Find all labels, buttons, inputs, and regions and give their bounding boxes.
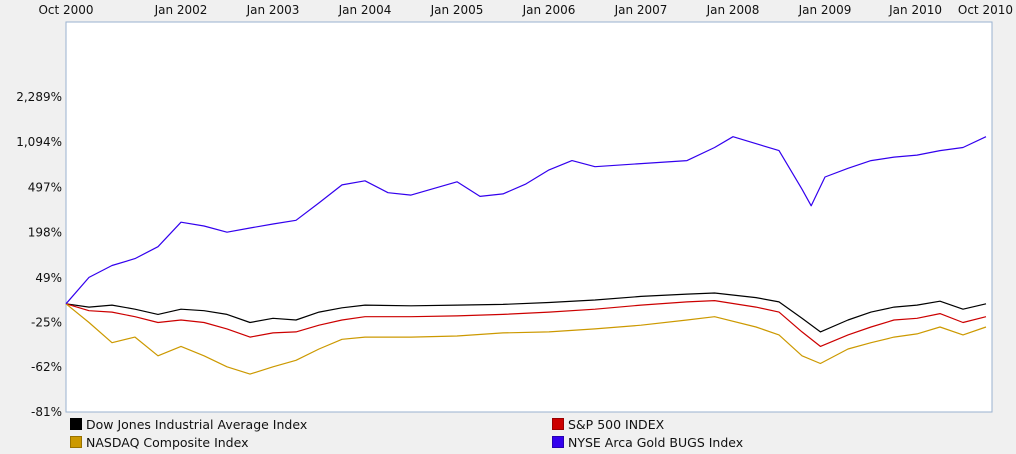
- legend-swatch-gold-bugs: [552, 436, 564, 448]
- y-tick-label: -81%: [31, 405, 62, 419]
- x-tick-label: Jan 2006: [522, 3, 576, 17]
- series-line-dow-jones: [65, 292, 987, 333]
- y-tick-label: 49%: [35, 271, 62, 285]
- x-axis: Oct 2000 Jan 2002 Jan 2003 Jan 2004 Jan 2005…: [38, 3, 1013, 17]
- y-tick-label: 2,289%: [16, 90, 62, 104]
- y-tick-label: 1,094%: [16, 135, 62, 149]
- x-tick-label: Jan 2002: [154, 3, 208, 17]
- plot-area: [65, 21, 993, 413]
- legend-label-dow: Dow Jones Industrial Average Index: [86, 416, 308, 432]
- legend-swatch-sp500: [552, 418, 564, 430]
- series-line-nasdaq: [65, 303, 987, 375]
- x-tick-label: Jan 2008: [706, 3, 760, 17]
- series-line-sp500: [65, 300, 987, 347]
- y-axis: 2,289% 1,094% 497% 198% 49% -25% -62% -81%: [16, 90, 62, 419]
- legend-item-nasdaq: NASDAQ Composite Index: [70, 434, 248, 450]
- legend-label-sp500: S&P 500 INDEX: [568, 416, 665, 432]
- legend-item-sp500: S&P 500 INDEX: [552, 416, 664, 432]
- y-tick-label: 198%: [28, 226, 62, 240]
- x-tick-label: Jan 2007: [614, 3, 668, 17]
- x-tick-label: Oct 2000: [38, 3, 93, 17]
- legend-label-nasdaq: NASDAQ Composite Index: [86, 434, 249, 450]
- y-tick-label: -62%: [31, 360, 62, 374]
- x-tick-label: Jan 2010: [888, 3, 942, 17]
- x-tick-label: Oct 2010: [958, 3, 1013, 17]
- legend-item-gold-bugs: NYSE Arca Gold BUGS Index: [552, 434, 743, 450]
- y-tick-label: 497%: [28, 180, 62, 194]
- legend-item-dow: Dow Jones Industrial Average Index: [70, 416, 307, 432]
- series-line-gold-bugs: [65, 136, 987, 305]
- x-tick-label: Jan 2005: [430, 3, 484, 17]
- y-tick-label: -25%: [31, 316, 62, 330]
- x-tick-label: Jan 2004: [338, 3, 392, 17]
- legend-label-gold-bugs: NYSE Arca Gold BUGS Index: [568, 434, 744, 450]
- x-tick-label: Jan 2003: [246, 3, 300, 17]
- x-tick-label: Jan 2009: [798, 3, 852, 17]
- legend-swatch-dow: [70, 418, 82, 430]
- series-lines: [65, 136, 987, 375]
- legend-swatch-nasdaq: [70, 436, 82, 448]
